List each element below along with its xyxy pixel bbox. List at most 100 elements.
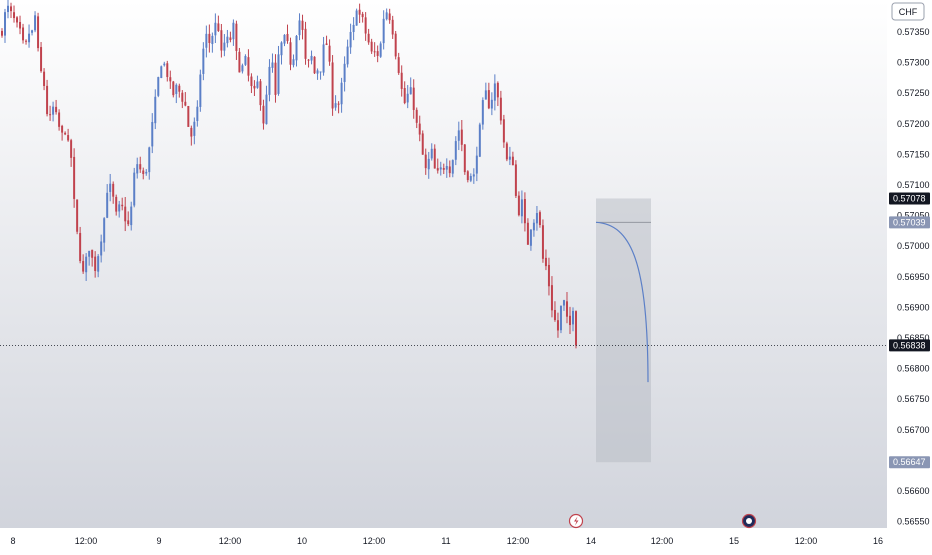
candle-body bbox=[370, 41, 373, 52]
x-tick-label: 12:00 bbox=[363, 536, 386, 546]
candle-body bbox=[196, 106, 199, 122]
lightning-icon[interactable] bbox=[568, 513, 584, 529]
candle-body bbox=[205, 33, 208, 48]
flag-icon[interactable] bbox=[741, 513, 757, 529]
candle-body bbox=[313, 56, 316, 74]
candle-body bbox=[487, 90, 490, 109]
candle-body bbox=[535, 213, 538, 224]
candle-body bbox=[289, 42, 292, 65]
candle-body bbox=[115, 196, 118, 212]
candle-body bbox=[79, 232, 82, 262]
candle-body bbox=[430, 148, 433, 159]
candle-body bbox=[58, 112, 61, 127]
candle-body bbox=[211, 35, 214, 45]
candle-body bbox=[82, 261, 85, 272]
candle-body bbox=[316, 70, 319, 74]
y-tick-label: 0.56800 bbox=[897, 364, 930, 374]
time-axis[interactable]: 8 12:00 9 12:00 10 12:00 11 12:00 14 12:00 15 12:00… bbox=[10, 536, 883, 546]
candle-body bbox=[562, 300, 565, 306]
candle-body bbox=[286, 33, 289, 42]
candle-body bbox=[106, 192, 109, 218]
candle-body bbox=[163, 63, 166, 66]
candle-body bbox=[148, 147, 151, 173]
candle-body bbox=[532, 222, 535, 231]
candle-body bbox=[415, 109, 418, 123]
candle-body bbox=[238, 51, 241, 73]
forecast-box-layer bbox=[595, 198, 651, 463]
candle-body bbox=[208, 33, 211, 43]
candle-body bbox=[346, 46, 349, 65]
x-tick-label: 11 bbox=[441, 536, 450, 546]
candle-body bbox=[7, 5, 10, 13]
candle-body bbox=[544, 257, 547, 267]
candle-body bbox=[568, 315, 571, 326]
candle-body bbox=[376, 51, 379, 56]
candle-body bbox=[379, 43, 382, 57]
candle-body bbox=[385, 12, 388, 20]
candle-body bbox=[421, 133, 424, 155]
candle-body bbox=[157, 77, 160, 96]
candle-body bbox=[187, 105, 190, 127]
candle-body bbox=[490, 99, 493, 109]
candle-body bbox=[175, 84, 178, 94]
x-tick-label: 8 bbox=[10, 536, 15, 546]
candle-body bbox=[73, 156, 76, 199]
candle-body bbox=[256, 81, 259, 88]
candle-body bbox=[331, 62, 334, 109]
candle-body bbox=[553, 309, 556, 321]
candle-body bbox=[124, 206, 127, 222]
candle-body bbox=[268, 66, 271, 95]
currency-button[interactable]: CHF bbox=[891, 2, 925, 21]
y-tick-label: 0.56750 bbox=[897, 394, 930, 404]
candle-body bbox=[334, 103, 337, 108]
candle-body bbox=[454, 141, 457, 160]
candle-body bbox=[52, 106, 55, 115]
candle-body bbox=[109, 183, 112, 192]
candle-body bbox=[328, 45, 331, 62]
candle-body bbox=[400, 72, 403, 89]
candle-body bbox=[550, 285, 553, 311]
candle-body bbox=[307, 59, 310, 61]
candle-body bbox=[364, 17, 367, 34]
candle-body bbox=[427, 158, 430, 170]
candle-body bbox=[259, 81, 262, 106]
candle-body bbox=[118, 204, 121, 212]
candle-body bbox=[496, 82, 499, 98]
candle-body bbox=[241, 65, 244, 72]
candle-body bbox=[292, 59, 295, 66]
candle-body bbox=[571, 310, 574, 325]
currency-button-frame[interactable] bbox=[891, 2, 925, 21]
y-tick-label: 0.57150 bbox=[897, 149, 930, 159]
price-axis[interactable]: 0.57350 0.57300 0.57250 0.57200 0.57150 0.571… bbox=[897, 27, 930, 527]
y-tick-label: 0.57200 bbox=[897, 119, 930, 129]
candle-body bbox=[475, 155, 478, 174]
candle-body bbox=[139, 164, 142, 170]
candle-body bbox=[469, 176, 472, 181]
candle-body bbox=[40, 47, 43, 72]
price-tag bbox=[889, 456, 930, 469]
currency-button-label[interactable]: CHF bbox=[899, 7, 918, 17]
y-tick-label: 0.57250 bbox=[897, 88, 930, 98]
candle-body bbox=[412, 87, 415, 110]
candle-body bbox=[394, 33, 397, 57]
candle-body bbox=[4, 12, 7, 36]
candle-body bbox=[451, 160, 454, 174]
candle-body bbox=[352, 24, 355, 33]
candle-body bbox=[97, 256, 100, 272]
candle-body bbox=[478, 124, 481, 157]
candle-body bbox=[514, 164, 517, 196]
candle-body bbox=[481, 100, 484, 125]
plot-background bbox=[0, 0, 887, 528]
candle-body bbox=[220, 30, 223, 51]
candle-body bbox=[526, 222, 529, 245]
candle-body bbox=[343, 63, 346, 82]
candle-body bbox=[55, 106, 58, 113]
price-tag bbox=[889, 192, 930, 205]
candle-body bbox=[166, 63, 169, 78]
candle-body bbox=[517, 195, 520, 216]
candle-body bbox=[409, 87, 412, 95]
candle-body bbox=[184, 101, 187, 106]
candle-body bbox=[298, 20, 301, 36]
